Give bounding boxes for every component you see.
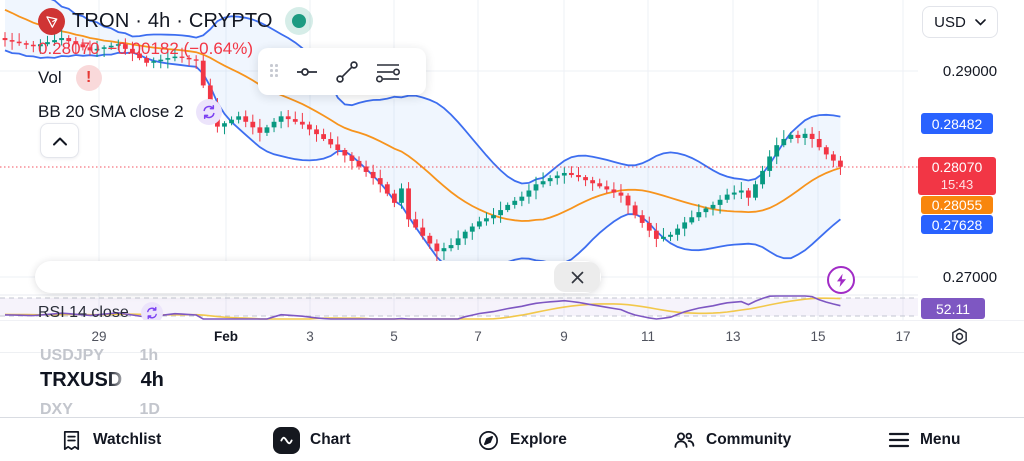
watchlist-icon xyxy=(63,430,80,450)
time-axis-label: 5 xyxy=(390,329,398,344)
market-status-icon xyxy=(284,7,313,35)
nav-label: Community xyxy=(706,431,792,448)
bb-indicator-row[interactable]: BB 20 SMA close 2 xyxy=(38,99,313,125)
sync-icon[interactable] xyxy=(195,99,222,125)
picker-symbol: DXY xyxy=(40,401,73,418)
chart-toolbar-row: USDJPY 1h TRXUSD 4h DXY 1D xyxy=(0,347,1024,419)
gear-icon[interactable] xyxy=(946,323,972,349)
trend-line-tool-icon[interactable] xyxy=(334,59,360,85)
last-price: 0.28070 xyxy=(38,39,100,58)
symbol-row[interactable]: TRON · 4h · CRYPTO xyxy=(38,6,313,36)
horizontal-line-tool-icon[interactable] xyxy=(294,59,320,85)
rsi-label: RSI 14 close xyxy=(38,304,129,321)
chart-icon xyxy=(273,426,300,454)
nav-label: Menu xyxy=(920,431,961,448)
drawing-tools-palette xyxy=(258,48,426,95)
parallel-lines-tool-icon[interactable] xyxy=(374,59,402,85)
nav-chart[interactable]: Chart xyxy=(273,418,350,461)
picker-timeframe: 1D xyxy=(139,401,160,418)
price-tick-027000: 0.27000 xyxy=(942,269,998,286)
price-tick-029000: 0.29000 xyxy=(942,63,998,80)
drag-handle[interactable] xyxy=(270,64,280,79)
last-price-value: 0.28070 xyxy=(931,159,983,175)
time-axis-label: 15 xyxy=(810,329,826,344)
community-icon xyxy=(674,432,695,448)
sync-icon[interactable] xyxy=(140,302,163,324)
tron-logo-icon xyxy=(38,7,65,35)
nav-label: Watchlist xyxy=(93,431,162,448)
nav-label: Chart xyxy=(310,431,351,448)
volume-indicator-row[interactable]: Vol ! xyxy=(38,65,313,91)
time-axis-label: 29 xyxy=(91,329,107,344)
picker-item-above[interactable]: USDJPY 1h xyxy=(40,347,158,365)
nav-watchlist[interactable]: Watchlist xyxy=(60,418,161,461)
sma-badge: 0.28055 xyxy=(921,196,993,214)
time-axis[interactable]: 29 Feb 3 5 7 9 11 13 15 17 xyxy=(0,320,1024,353)
nav-menu[interactable]: Menu xyxy=(888,418,960,461)
explore-compass-icon xyxy=(479,430,498,450)
warning-icon[interactable]: ! xyxy=(75,65,102,91)
last-price-badge: 0.28070 15:43 xyxy=(918,157,996,195)
picker-item-below[interactable]: DXY 1D xyxy=(40,401,160,419)
nav-label: Explore xyxy=(510,431,567,448)
time-axis-label: Feb xyxy=(213,329,239,344)
picker-timeframe: 1h xyxy=(139,347,159,364)
collapse-legend-button[interactable] xyxy=(40,123,79,158)
bottom-navigation: Watchlist Chart Explore Community Menu xyxy=(0,417,1024,461)
time-axis-label: 17 xyxy=(895,329,911,344)
currency-label: USD xyxy=(934,13,966,31)
price-row: 0.28070 −0.00182 (−0.64%) xyxy=(38,39,313,59)
picker-fade xyxy=(108,367,138,393)
flash-boost-button[interactable] xyxy=(827,266,855,294)
time-axis-label: 3 xyxy=(306,329,314,344)
currency-selector[interactable]: USD xyxy=(922,6,998,38)
picker-symbol: TRXUSD xyxy=(40,369,123,391)
countdown-timer: 15:43 xyxy=(940,177,974,192)
picker-symbol: USDJPY xyxy=(40,347,105,364)
volume-label: Vol xyxy=(38,68,62,87)
time-axis-label: 11 xyxy=(640,329,656,344)
nav-explore[interactable]: Explore xyxy=(477,418,567,461)
rsi-value-badge: 52.11 xyxy=(921,298,985,319)
rsi-indicator-row[interactable]: RSI 14 close xyxy=(38,302,163,324)
close-icon[interactable] xyxy=(554,262,600,292)
symbol-title[interactable]: TRON · 4h · CRYPTO xyxy=(72,9,273,32)
time-axis-label: 13 xyxy=(725,329,741,344)
upper-band-badge: 0.28482 xyxy=(921,113,993,134)
menu-icon xyxy=(888,432,910,448)
chevron-down-icon xyxy=(975,18,986,26)
picker-timeframe: 4h xyxy=(140,369,164,391)
toolbar-pill[interactable] xyxy=(35,261,601,293)
chart-legend: TRON · 4h · CRYPTO 0.28070 −0.00182 (−0.… xyxy=(38,6,313,125)
bb-label: BB 20 SMA close 2 xyxy=(38,102,184,121)
nav-community[interactable]: Community xyxy=(672,418,791,461)
lower-band-badge: 0.27628 xyxy=(921,215,993,234)
price-change: −0.00182 (−0.64%) xyxy=(107,39,254,58)
picker-item-selected[interactable]: TRXUSD 4h xyxy=(40,369,164,392)
time-axis-label: 7 xyxy=(474,329,482,344)
time-axis-label: 9 xyxy=(560,329,568,344)
